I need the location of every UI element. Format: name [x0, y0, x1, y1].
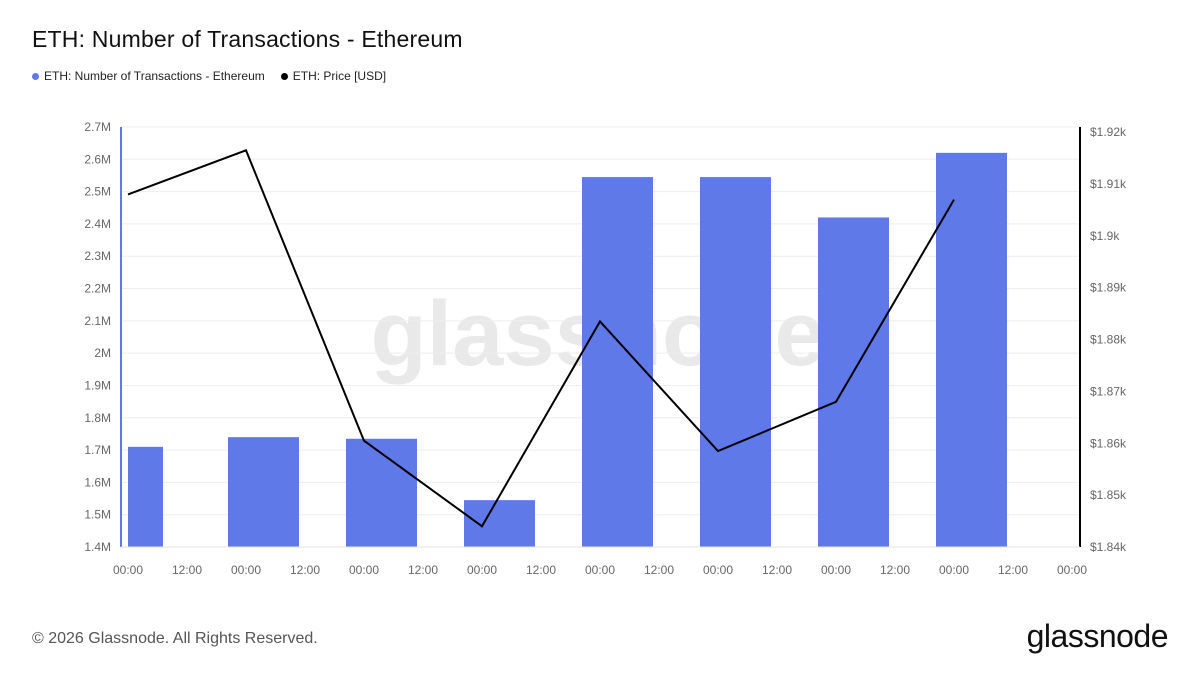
x-tick-label: 00:00 — [231, 563, 261, 577]
y-left-tick-label: 1.6M — [84, 475, 111, 489]
legend: ETH: Number of Transactions - Ethereum E… — [32, 69, 386, 83]
y-right-tick-label: $1.85k — [1090, 488, 1127, 502]
y-left-tick-label: 2.1M — [84, 314, 111, 328]
x-tick-label: 12:00 — [998, 563, 1028, 577]
y-right-tick-label: $1.9k — [1090, 229, 1120, 243]
y-left-tick-label: 2.6M — [84, 152, 111, 166]
transactions-bar[interactable] — [346, 438, 417, 547]
x-tick-label: 12:00 — [290, 563, 320, 577]
legend-label-transactions: ETH: Number of Transactions - Ethereum — [44, 69, 265, 83]
transactions-bar[interactable] — [936, 152, 1007, 547]
y-right-tick-label: $1.86k — [1090, 436, 1127, 450]
y-right-tick-label: $1.84k — [1090, 540, 1127, 554]
x-tick-label: 00:00 — [939, 563, 969, 577]
glassnode-logo: glassnode — [1026, 618, 1169, 654]
legend-label-price: ETH: Price [USD] — [292, 69, 387, 83]
x-tick-label: 00:00 — [467, 563, 497, 577]
y-right-tick-label: $1.88k — [1090, 333, 1127, 347]
y-right-tick-label: $1.92k — [1090, 125, 1127, 139]
x-tick-label: 12:00 — [880, 563, 910, 577]
transactions-bar[interactable] — [464, 500, 535, 547]
transactions-bar[interactable] — [582, 177, 653, 548]
x-tick-label: 00:00 — [821, 563, 851, 577]
y-left-tick-label: 2.2M — [84, 282, 111, 296]
y-left-tick-label: 2.4M — [84, 217, 111, 231]
x-tick-label: 12:00 — [526, 563, 556, 577]
legend-swatch-transactions — [32, 72, 39, 80]
x-tick-label: 00:00 — [1057, 563, 1087, 577]
y-right-tick-label: $1.87k — [1090, 384, 1127, 398]
y-left-tick-label: 2.5M — [84, 185, 111, 199]
y-left-tick-label: 2M — [94, 346, 111, 360]
x-tick-label: 00:00 — [113, 563, 143, 577]
price-line[interactable] — [127, 149, 955, 528]
x-tick-label: 12:00 — [408, 563, 438, 577]
y-left-tick-label: 1.7M — [84, 443, 111, 457]
x-tick-label: 00:00 — [585, 563, 615, 577]
chart-title: ETH: Number of Transactions - Ethereum — [32, 26, 463, 52]
transactions-bar[interactable] — [128, 446, 163, 547]
x-tick-label: 12:00 — [644, 563, 674, 577]
y-left-tick-label: 1.9M — [84, 378, 111, 392]
transactions-bar[interactable] — [228, 437, 299, 547]
legend-item-price[interactable]: ETH: Price [USD] — [280, 69, 387, 83]
copyright-text: © 2026 Glassnode. All Rights Reserved. — [32, 630, 318, 647]
legend-swatch-price — [280, 72, 288, 80]
transactions-bar[interactable] — [818, 217, 889, 547]
x-tick-label: 12:00 — [172, 563, 202, 577]
y-left-tick-label: 1.4M — [84, 540, 111, 554]
y-left-tick-label: 2.3M — [84, 249, 111, 263]
y-right-tick-label: $1.91k — [1090, 177, 1127, 191]
y-right-tick-label: $1.89k — [1090, 281, 1127, 295]
y-left-tick-label: 1.5M — [84, 508, 111, 522]
y-left-tick-label: 2.7M — [84, 120, 111, 134]
legend-item-transactions[interactable]: ETH: Number of Transactions - Ethereum — [32, 69, 265, 83]
x-tick-label: 00:00 — [703, 563, 733, 577]
y-left-tick-label: 1.8M — [84, 411, 111, 425]
x-tick-label: 00:00 — [349, 563, 379, 577]
transactions-bar[interactable] — [700, 177, 771, 548]
x-tick-label: 12:00 — [762, 563, 792, 577]
